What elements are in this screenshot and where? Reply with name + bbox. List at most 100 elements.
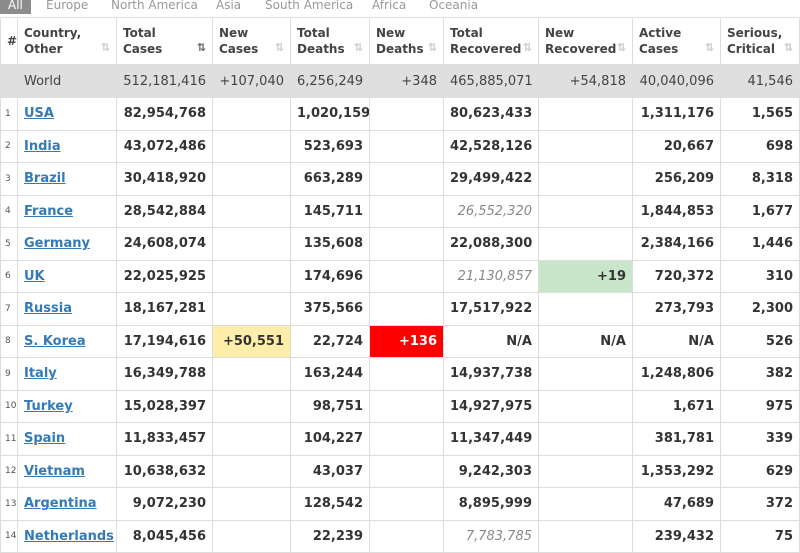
table-row: 5 Germany 24,608,074 135,608 22,088,300 2,384… [0, 227, 800, 261]
data-cell: 145,711 [290, 194, 370, 228]
data-cell: 2,300 [720, 292, 800, 326]
data-cell [538, 389, 633, 423]
data-cell: 256,209 [632, 162, 721, 196]
data-cell: 2,384,166 [632, 227, 721, 261]
data-cell: 4 [0, 194, 18, 228]
column-header[interactable]: Serious, Critical [720, 17, 800, 65]
country-link[interactable]: Turkey [24, 398, 73, 414]
country-link[interactable]: Germany [24, 236, 90, 252]
data-cell: 5 [0, 227, 18, 261]
country-link[interactable]: Russia [24, 301, 72, 317]
column-header[interactable]: New Recovered [538, 17, 633, 65]
table-row: 1 USA 82,954,768 1,020,159 80,623,433 1,311,1… [0, 97, 800, 131]
data-cell [369, 357, 444, 391]
data-cell: 381,781 [632, 422, 721, 456]
country-link[interactable]: France [24, 203, 74, 219]
data-cell: 174,696 [290, 259, 370, 293]
data-cell: 20,667 [632, 129, 721, 163]
data-cell: 512,181,416 [116, 64, 213, 98]
data-cell: 1,671 [632, 389, 721, 423]
data-cell [369, 162, 444, 196]
data-cell: 1,844,853 [632, 194, 721, 228]
region-tab[interactable]: All [0, 0, 31, 14]
region-tab[interactable]: North America [111, 0, 198, 12]
table-row: World 512,181,416 +107,040 6,256,249 +348 465… [0, 64, 800, 98]
country-link[interactable]: UK [24, 268, 45, 284]
country-link[interactable]: Argentina [24, 496, 97, 512]
data-cell: 523,693 [290, 129, 370, 163]
data-cell: 135,608 [290, 227, 370, 261]
country-cell: World [17, 64, 117, 98]
data-cell [212, 487, 291, 521]
column-header[interactable]: Total Deaths [290, 17, 370, 65]
data-cell: 163,244 [290, 357, 370, 391]
data-cell [538, 454, 633, 488]
data-cell: 12 [0, 454, 18, 488]
data-cell: 6,256,249 [290, 64, 370, 98]
data-cell [538, 422, 633, 456]
data-cell: 629 [720, 454, 800, 488]
column-header[interactable]: Total Recovered [443, 17, 539, 65]
data-cell: 1,248,806 [632, 357, 721, 391]
data-cell [369, 227, 444, 261]
data-cell [538, 519, 633, 553]
country-link[interactable]: Italy [24, 366, 57, 382]
country-link[interactable]: S. Korea [24, 333, 86, 349]
data-cell [369, 454, 444, 488]
data-cell: 1,353,292 [632, 454, 721, 488]
column-header[interactable]: New Deaths [369, 17, 444, 65]
data-cell: 14,927,975 [443, 389, 539, 423]
data-cell [212, 422, 291, 456]
country-cell: India [17, 129, 117, 163]
data-cell: 310 [720, 259, 800, 293]
data-cell: 42,528,126 [443, 129, 539, 163]
region-tab[interactable]: Oceania [429, 0, 479, 12]
column-header[interactable]: Total Cases [116, 17, 213, 65]
data-cell [538, 487, 633, 521]
column-header[interactable]: Country, Other [17, 17, 117, 65]
data-cell [212, 259, 291, 293]
data-cell: 273,793 [632, 292, 721, 326]
data-cell: 30,418,920 [116, 162, 213, 196]
column-header[interactable]: Active Cases [632, 17, 721, 65]
table-row: 12 Vietnam 10,638,632 43,037 9,242,303 1,353,… [0, 454, 800, 488]
country-link[interactable]: Brazil [24, 171, 66, 187]
country-link[interactable]: Vietnam [24, 463, 85, 479]
country-link[interactable]: Netherlands [24, 528, 114, 544]
data-cell [212, 389, 291, 423]
data-cell [369, 389, 444, 423]
data-cell: 8,895,999 [443, 487, 539, 521]
country-cell: Netherlands [17, 519, 117, 553]
data-cell: 239,432 [632, 519, 721, 553]
data-cell: 720,372 [632, 259, 721, 293]
region-tab[interactable]: South America [265, 0, 354, 12]
data-cell: 11,347,449 [443, 422, 539, 456]
data-cell [212, 454, 291, 488]
table-row: 10 Turkey 15,028,397 98,751 14,927,975 1,671 9… [0, 389, 800, 423]
data-cell [212, 357, 291, 391]
data-cell [0, 64, 18, 98]
country-link[interactable]: USA [24, 106, 54, 122]
region-tab[interactable]: Asia [216, 0, 242, 12]
data-cell [369, 97, 444, 131]
country-link[interactable]: Spain [24, 431, 66, 447]
data-cell: 7,783,785 [443, 519, 539, 553]
data-cell [538, 194, 633, 228]
data-cell: 15,028,397 [116, 389, 213, 423]
table-row: 2 India 43,072,486 523,693 42,528,126 20,667 6… [0, 129, 800, 163]
data-cell: N/A [538, 324, 633, 358]
country-cell: UK [17, 259, 117, 293]
table-row: 13 Argentina 9,072,230 128,542 8,895,999 47,6… [0, 487, 800, 521]
country-link[interactable]: India [24, 138, 61, 154]
data-cell: 21,130,857 [443, 259, 539, 293]
column-header[interactable]: New Cases [212, 17, 291, 65]
data-cell: 80,623,433 [443, 97, 539, 131]
data-cell: 382 [720, 357, 800, 391]
region-tab[interactable]: Europe [46, 0, 89, 12]
data-cell [369, 519, 444, 553]
region-tab[interactable]: Africa [372, 0, 407, 12]
data-cell: 8,318 [720, 162, 800, 196]
data-cell [538, 292, 633, 326]
data-cell: 28,542,884 [116, 194, 213, 228]
data-cell: 465,885,071 [443, 64, 539, 98]
